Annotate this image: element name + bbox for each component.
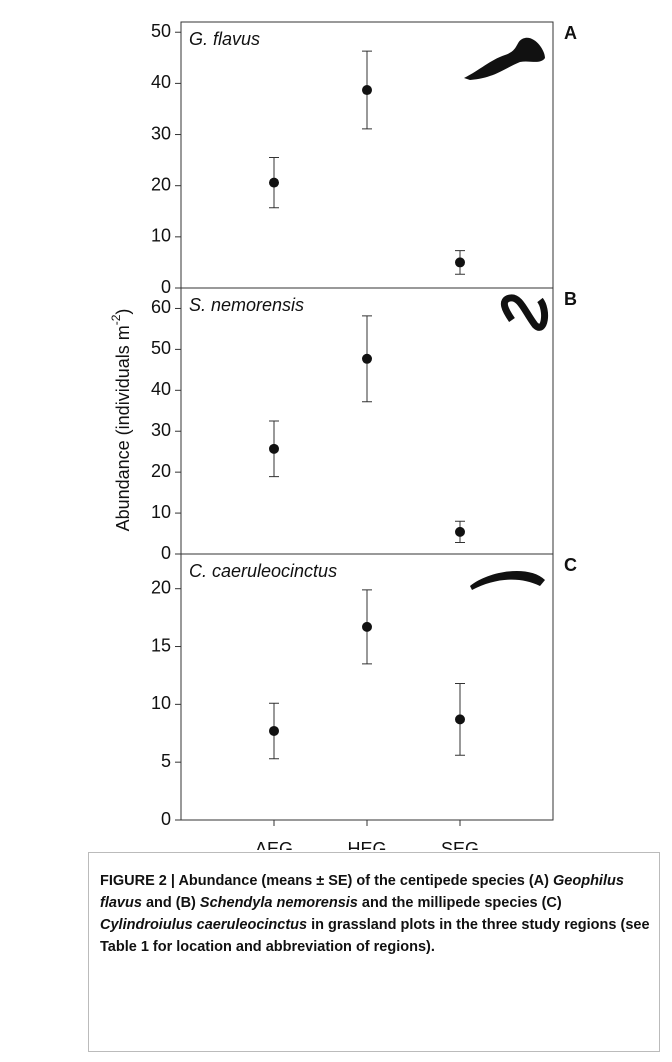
point: [362, 85, 372, 96]
y-tick-label: 50: [151, 21, 171, 41]
y-label-text: Abundance (individuals m: [113, 325, 133, 531]
y-axis-label: Abundance (individuals m-2): [109, 309, 133, 532]
caption-segment: Cylindroiulus caeruleocinctus: [100, 917, 308, 933]
x-tick-label: AEG: [255, 839, 293, 850]
y-tick-label: 30: [151, 123, 171, 143]
caption-segment: in grassland plots in the three study re…: [100, 917, 650, 955]
panel-label: B: [564, 289, 577, 309]
y-tick-label: 0: [161, 277, 171, 297]
caption-segment: Geophilus flavus: [100, 873, 624, 911]
y-tick-label: 20: [151, 461, 171, 481]
point: [269, 443, 279, 454]
y-label-suffix: ): [113, 309, 133, 315]
y-tick-label: 20: [151, 577, 171, 597]
y-tick-label: 10: [151, 502, 171, 522]
y-tick-label: 10: [151, 693, 171, 713]
panel-title: C. caeruleocinctus: [189, 561, 337, 581]
point: [269, 177, 279, 188]
point: [455, 526, 465, 537]
y-tick-label: 60: [151, 297, 171, 317]
illustration: [500, 294, 549, 331]
y-tick-label: 50: [151, 338, 171, 358]
illustration: [470, 571, 545, 590]
panel-label: A: [564, 23, 577, 43]
point: [455, 257, 465, 268]
caption-segment: and the millipede species (C): [357, 895, 562, 911]
caption-box: [88, 852, 660, 1052]
y-tick-label: 40: [151, 379, 171, 399]
y-tick-label: 0: [161, 809, 171, 829]
y-tick-label: 15: [151, 635, 171, 655]
y-label-sup: -2: [109, 314, 123, 325]
point: [455, 714, 465, 725]
caption-segment: FIGURE 2 | Abundance (means ± SE) of the…: [100, 873, 554, 889]
x-tick-label: HEG: [347, 839, 386, 850]
caption-segment: and (B): [141, 895, 200, 911]
point: [362, 621, 372, 632]
caption: FIGURE 2 | Abundance (means ± SE) of the…: [100, 870, 650, 958]
y-tick-label: 0: [161, 543, 171, 563]
illustration: [464, 37, 545, 80]
x-tick-label: SEG: [441, 839, 479, 850]
panel-title: G. flavus: [189, 29, 260, 49]
y-tick-label: 20: [151, 174, 171, 194]
point: [362, 353, 372, 364]
panel-label: C: [564, 555, 577, 575]
y-tick-label: 40: [151, 72, 171, 92]
caption-segment: Schendyla nemorensis: [199, 895, 358, 911]
y-tick-label: 10: [151, 226, 171, 246]
y-tick-label: 5: [161, 751, 171, 771]
point: [269, 725, 279, 736]
panel-title: S. nemorensis: [189, 295, 304, 315]
y-tick-label: 30: [151, 420, 171, 440]
